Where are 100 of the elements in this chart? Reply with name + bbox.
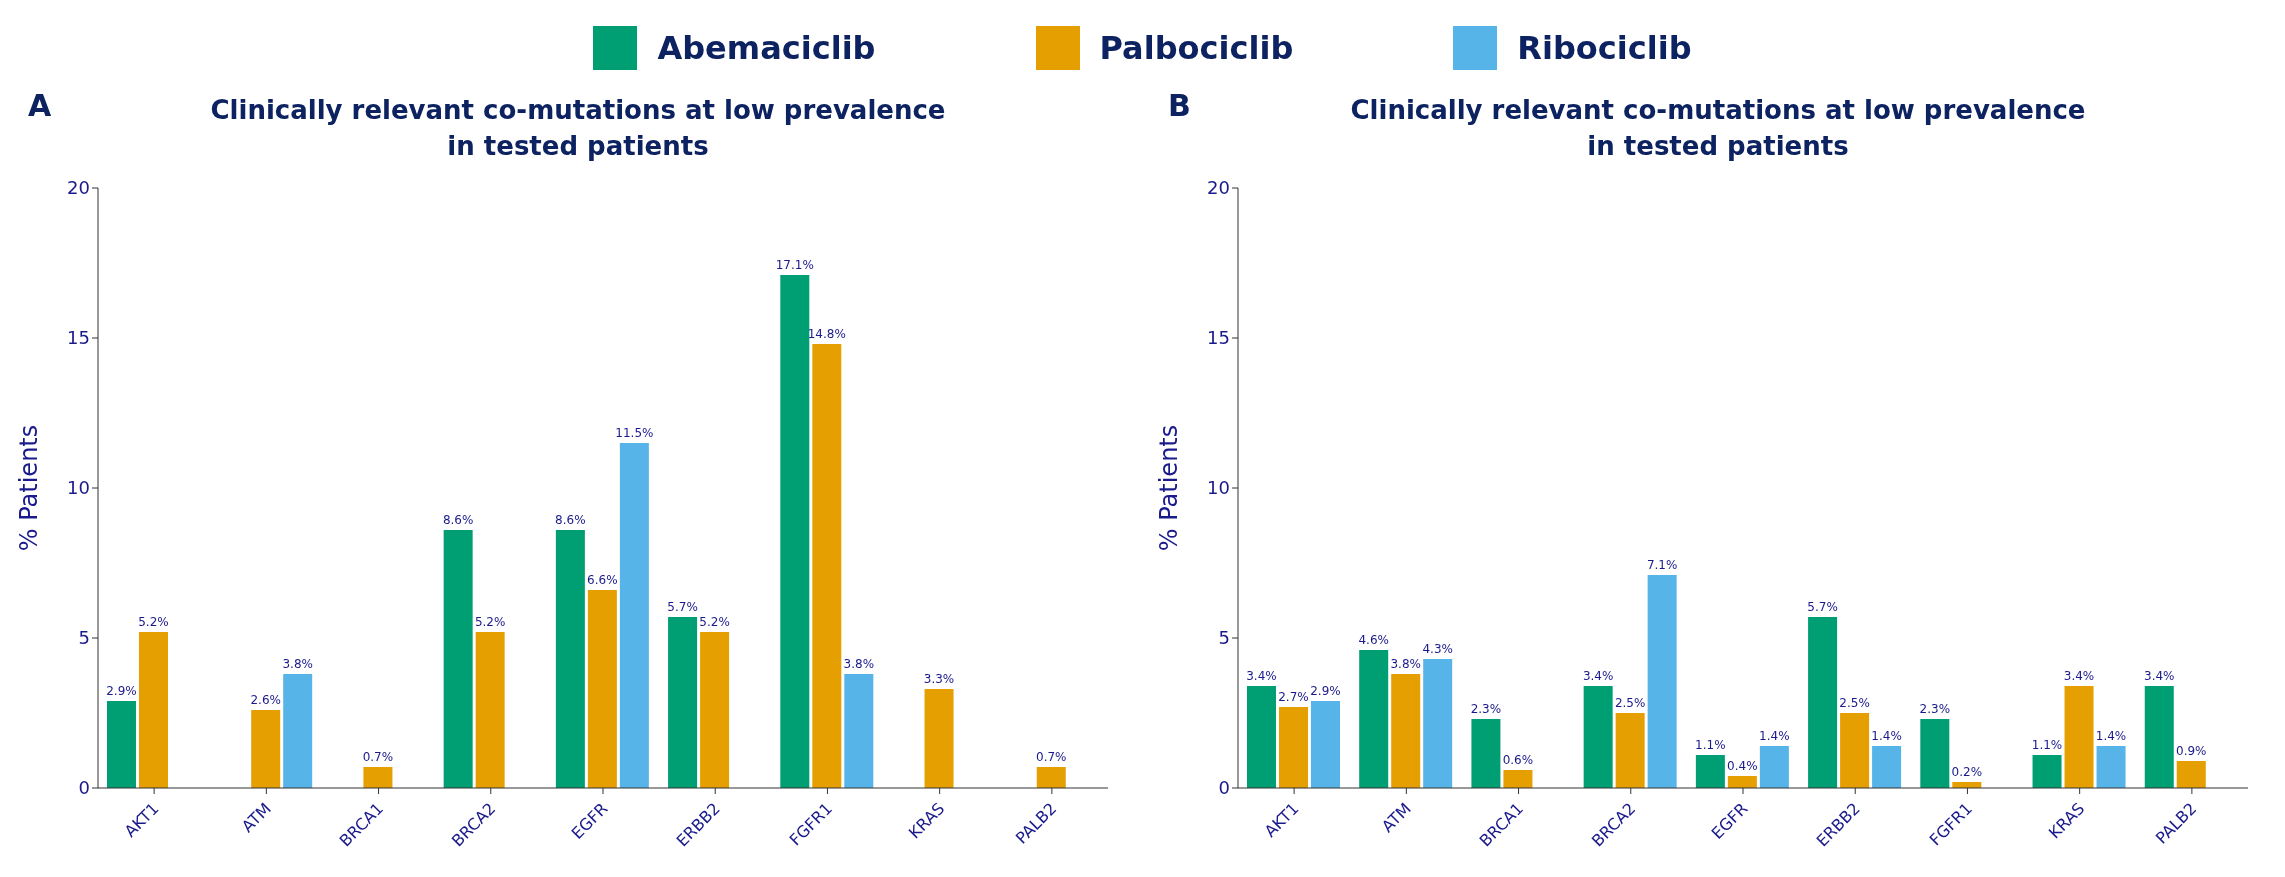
data-label: 3.4% bbox=[2063, 669, 2095, 683]
data-label: 3.8% bbox=[843, 657, 875, 671]
bar bbox=[1920, 719, 1950, 788]
bar bbox=[2032, 755, 2062, 788]
bar bbox=[2144, 686, 2174, 788]
data-label: 2.3% bbox=[1919, 702, 1951, 716]
y-tick-label: 20 bbox=[1207, 177, 1230, 199]
legend-label: Abemaciclib bbox=[657, 29, 876, 67]
data-label: 3.8% bbox=[282, 657, 313, 671]
data-label: 2.3% bbox=[1470, 702, 1502, 716]
y-tick-label: 15 bbox=[67, 327, 90, 349]
data-label: 2.7% bbox=[1278, 690, 1309, 704]
data-label: 5.7% bbox=[667, 600, 698, 614]
bar bbox=[1246, 686, 1276, 788]
y-tick-label: 10 bbox=[67, 477, 90, 499]
y-axis-title: % Patients bbox=[1154, 424, 1183, 552]
bar bbox=[2096, 746, 2126, 788]
y-axis-title: % Patients bbox=[14, 424, 43, 552]
data-label: 4.6% bbox=[1358, 633, 1389, 647]
bar bbox=[1615, 713, 1645, 788]
data-label: 11.5% bbox=[615, 426, 654, 440]
data-label: 0.7% bbox=[1036, 750, 1067, 764]
data-label: 2.9% bbox=[106, 684, 137, 698]
bar bbox=[1695, 755, 1725, 788]
bar bbox=[1759, 746, 1789, 788]
bar bbox=[2064, 686, 2094, 788]
data-label: 5.2% bbox=[138, 615, 169, 629]
data-label: 0.4% bbox=[1727, 759, 1758, 773]
text: A bbox=[28, 88, 52, 123]
bar bbox=[1647, 575, 1677, 788]
bar bbox=[1840, 713, 1870, 788]
y-tick-label: 10 bbox=[1207, 477, 1230, 499]
bar bbox=[1278, 707, 1308, 788]
y-tick-label: 5 bbox=[1218, 627, 1230, 649]
data-label: 5.2% bbox=[699, 615, 730, 629]
bar bbox=[844, 674, 874, 788]
data-label: 3.4% bbox=[1582, 669, 1614, 683]
data-label: 3.8% bbox=[1390, 657, 1421, 671]
bar bbox=[475, 632, 505, 788]
bar bbox=[1471, 719, 1501, 788]
bar bbox=[812, 344, 842, 788]
data-label: 1.1% bbox=[1695, 738, 1726, 752]
data-label: 8.6% bbox=[442, 513, 474, 527]
bar bbox=[1727, 776, 1757, 788]
y-tick-label: 0 bbox=[78, 777, 90, 799]
data-label: 8.6% bbox=[555, 513, 586, 527]
bar bbox=[1036, 767, 1066, 788]
bar bbox=[668, 617, 698, 788]
y-tick-label: 0 bbox=[1218, 777, 1230, 799]
bar bbox=[1503, 770, 1533, 788]
data-label: 3.4% bbox=[2144, 669, 2175, 683]
bar bbox=[924, 689, 954, 788]
bar bbox=[555, 530, 585, 788]
data-label: 6.6% bbox=[587, 573, 618, 587]
bar bbox=[251, 710, 281, 788]
bar bbox=[1359, 650, 1389, 788]
bar bbox=[2176, 761, 2206, 788]
data-label: 14.8% bbox=[807, 327, 846, 341]
data-label: 1.4% bbox=[1759, 729, 1790, 743]
data-label: 2.6% bbox=[250, 693, 281, 707]
y-tick-label: 20 bbox=[67, 177, 90, 199]
data-label: 0.2% bbox=[1951, 765, 1983, 779]
legend-label: Ribociclib bbox=[1517, 29, 1692, 67]
bar bbox=[363, 767, 393, 788]
data-label: 5.7% bbox=[1807, 600, 1838, 614]
bar bbox=[700, 632, 730, 788]
data-label: 3.3% bbox=[923, 672, 955, 686]
bar bbox=[1391, 674, 1421, 788]
bar bbox=[780, 275, 810, 788]
data-label: 17.1% bbox=[775, 258, 814, 272]
data-label: 0.6% bbox=[1502, 753, 1534, 767]
data-label: 7.1% bbox=[1646, 558, 1678, 572]
chart-title: Clinically relevant co-mutations at low prevalence in tested patients bbox=[209, 95, 947, 163]
bar bbox=[1423, 659, 1453, 788]
bar bbox=[619, 443, 649, 788]
bar bbox=[283, 674, 313, 788]
legend-label: Palbociclib bbox=[1099, 29, 1294, 67]
data-label: 4.3% bbox=[1422, 642, 1453, 656]
bar bbox=[1872, 746, 1902, 788]
data-label: 2.9% bbox=[1310, 684, 1341, 698]
y-tick-label: 15 bbox=[1207, 327, 1230, 349]
data-label: 0.7% bbox=[362, 750, 394, 764]
data-label: 2.5% bbox=[1614, 696, 1646, 710]
data-label: 0.9% bbox=[2176, 744, 2207, 758]
data-label: 1.4% bbox=[2095, 729, 2127, 743]
data-label: 1.1% bbox=[2031, 738, 2063, 752]
data-label: 2.5% bbox=[1839, 696, 1870, 710]
data-label: 5.2% bbox=[474, 615, 506, 629]
chart-title: Clinically relevant co-mutations at low prevalence in tested patients bbox=[1349, 95, 2087, 163]
data-label: 1.4% bbox=[1871, 729, 1902, 743]
bar bbox=[587, 590, 617, 788]
bar bbox=[1583, 686, 1613, 788]
bar bbox=[106, 701, 136, 788]
bar bbox=[138, 632, 168, 788]
y-tick-label: 5 bbox=[78, 627, 90, 649]
data-label: 3.4% bbox=[1246, 669, 1277, 683]
bar bbox=[1808, 617, 1838, 788]
bar bbox=[1310, 701, 1340, 788]
text: B bbox=[1168, 88, 1191, 123]
bar bbox=[443, 530, 473, 788]
